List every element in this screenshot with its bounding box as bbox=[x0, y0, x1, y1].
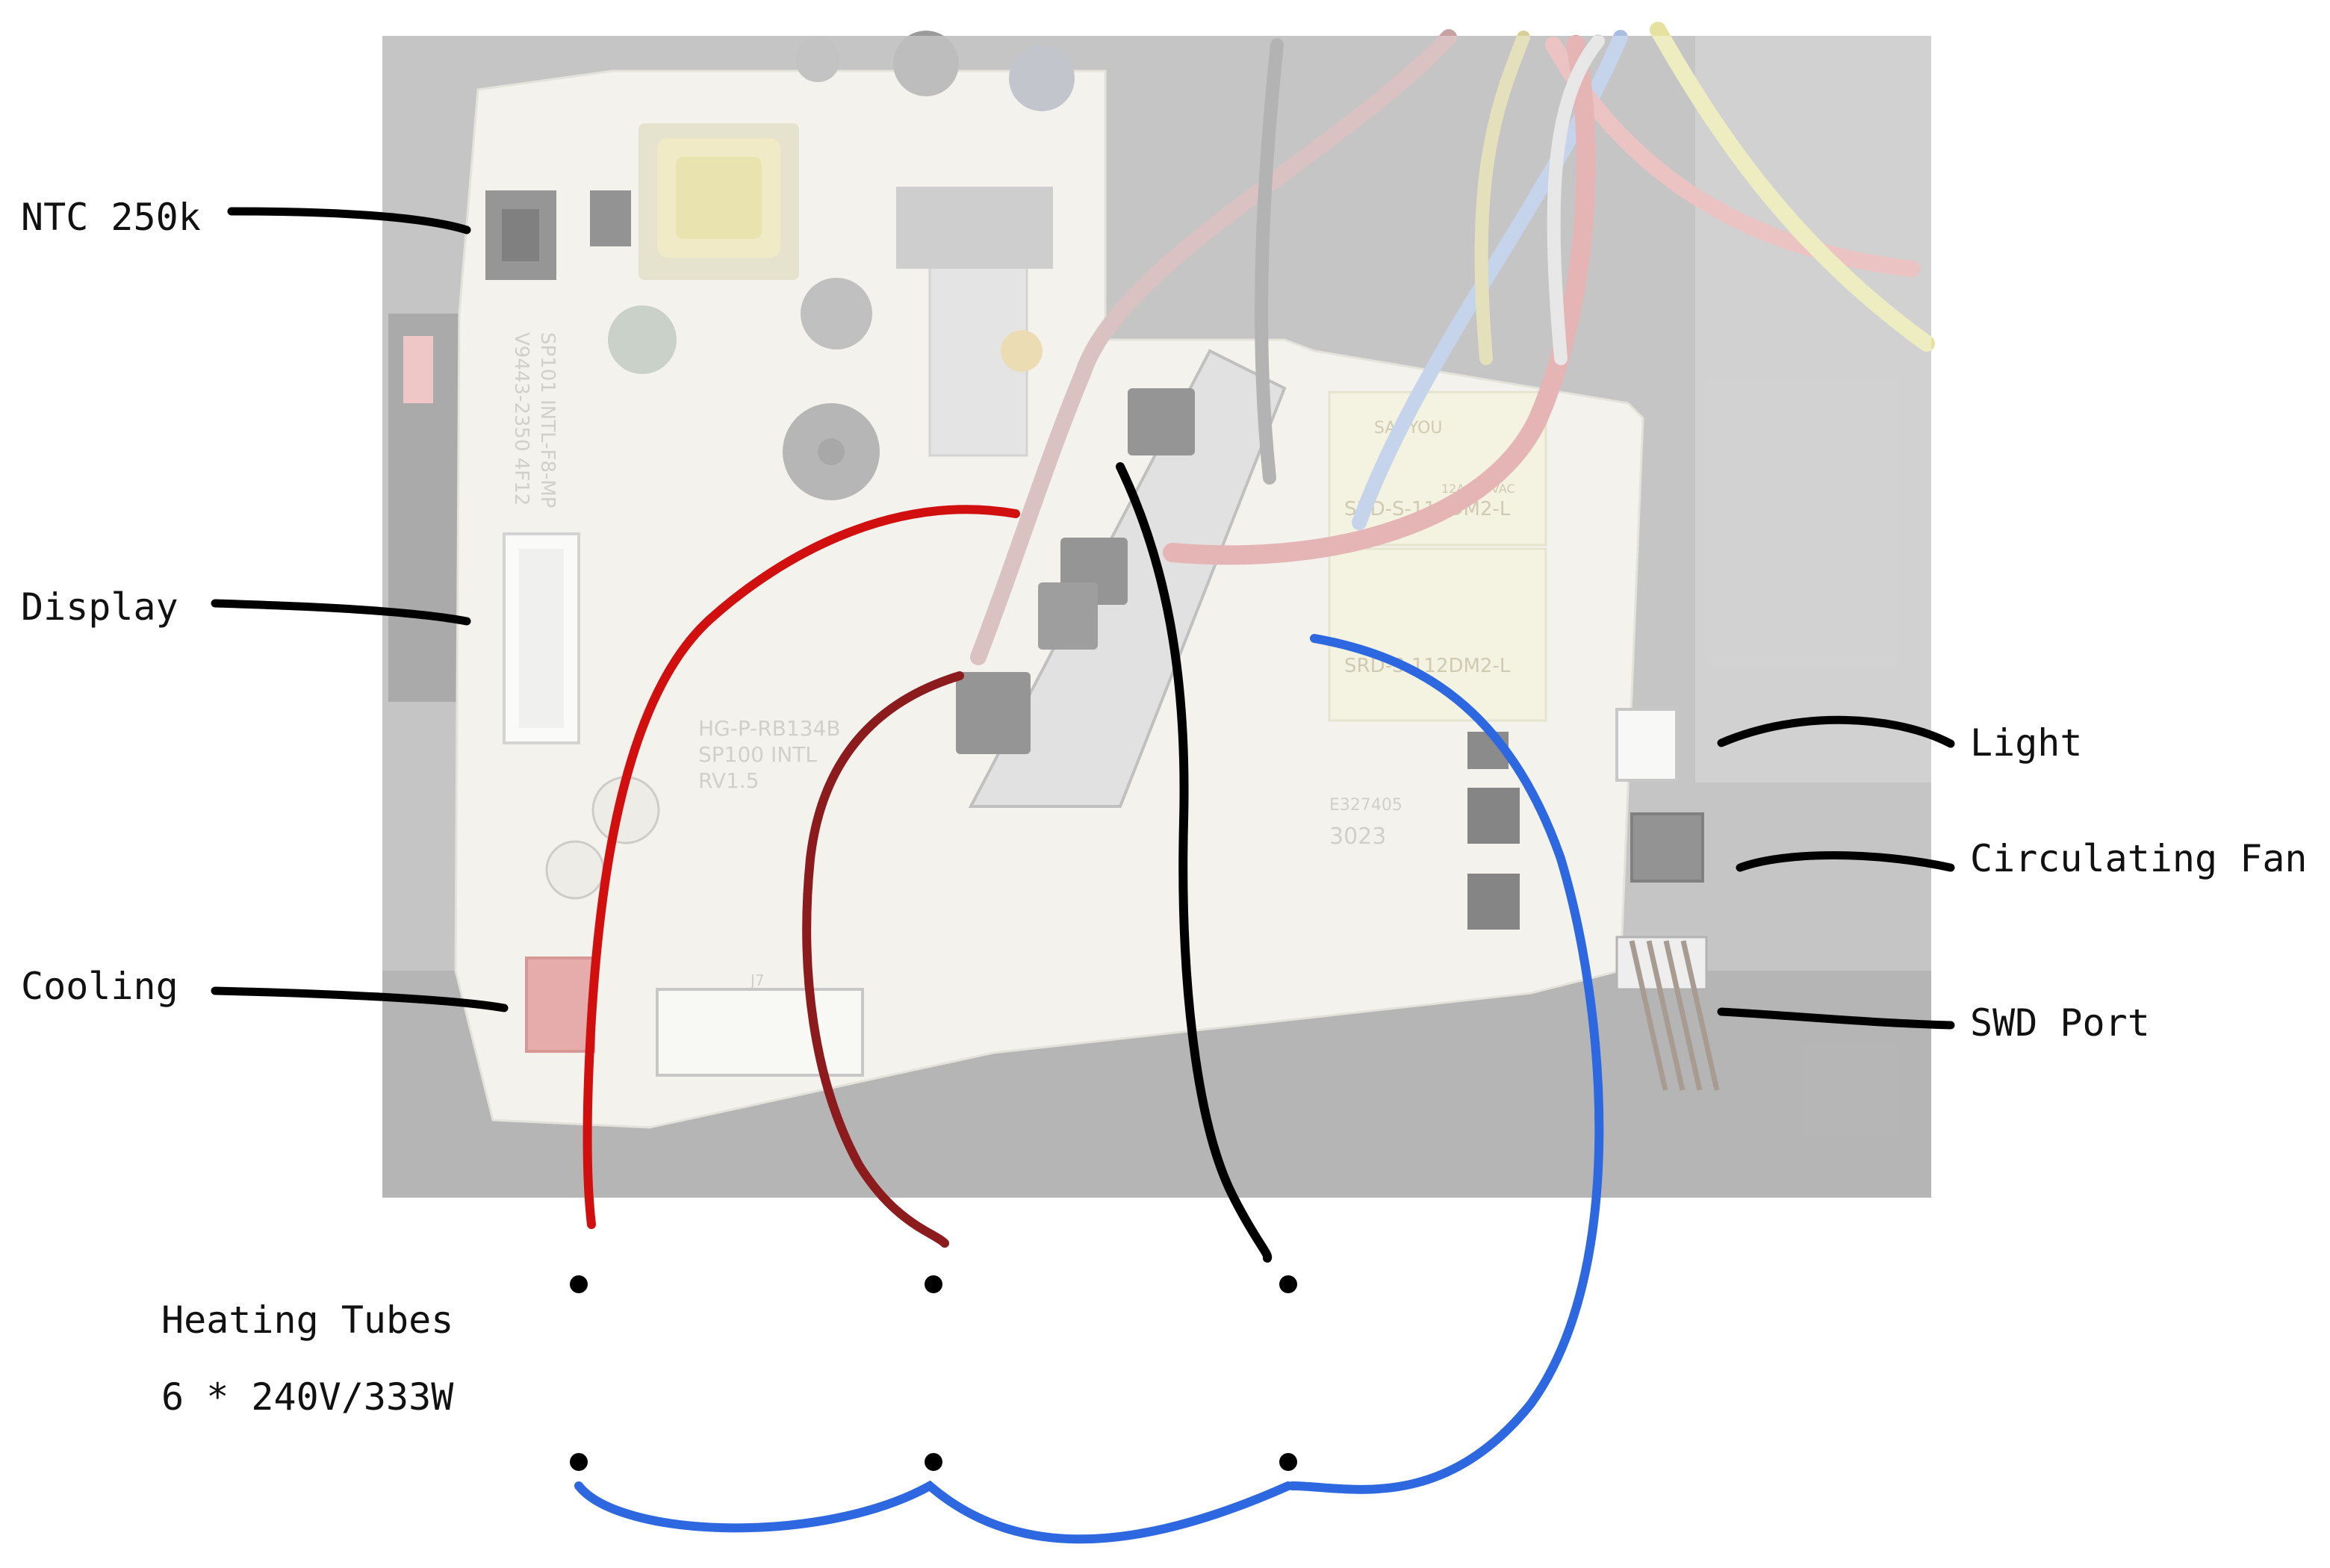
swd-lead-line bbox=[1717, 1007, 1955, 1030]
ntc-label: NTC 250k bbox=[21, 196, 201, 239]
j7-label-text: J7 bbox=[749, 971, 765, 989]
capacitor-e4 bbox=[801, 278, 872, 349]
ntc-connector-socket bbox=[502, 209, 539, 261]
display-label: Display bbox=[21, 585, 178, 629]
photo-wires bbox=[970, 22, 1935, 665]
terminal-top-1 bbox=[570, 1275, 588, 1293]
red-wire bbox=[582, 505, 1020, 1229]
transformer bbox=[639, 123, 799, 280]
board-revision-text: RV1.5 bbox=[698, 768, 759, 793]
date-code-text: 3023 bbox=[1329, 824, 1386, 850]
black-wire bbox=[1116, 462, 1273, 1263]
j7-connector bbox=[656, 988, 864, 1077]
terminal-bottom-3 bbox=[1279, 1453, 1297, 1471]
ntc-lead-line bbox=[227, 207, 471, 234]
buzzer-hole bbox=[818, 438, 845, 465]
terminals bbox=[570, 1275, 1297, 1471]
capacitor-e2 bbox=[1009, 46, 1075, 111]
ic-u3 bbox=[1467, 788, 1520, 844]
cooling-lead-line bbox=[211, 986, 509, 1012]
cooling-label: Cooling bbox=[21, 965, 178, 1008]
relay2-model-text: SRD-S-112DM2-L bbox=[1344, 655, 1511, 677]
display-connector-pins bbox=[519, 549, 564, 728]
terminal-bottom-1 bbox=[570, 1453, 588, 1471]
ul-code-text: E327405 bbox=[1329, 796, 1402, 815]
capacitor-e1 bbox=[893, 31, 959, 96]
display-lead-line bbox=[211, 599, 471, 626]
triacs bbox=[956, 388, 1195, 754]
fuse-clip bbox=[896, 187, 1053, 269]
blue-wire bbox=[1287, 634, 1604, 1494]
light-lead-line bbox=[1717, 715, 1955, 748]
fan-lead-line bbox=[1736, 851, 1955, 872]
photo-fade-overlay bbox=[382, 36, 1931, 1198]
blue-jumper-wire bbox=[574, 1480, 1293, 1544]
light-label: Light bbox=[1970, 721, 2083, 765]
darkred-wire bbox=[802, 671, 964, 1248]
board-model-text: HG-P-RB134B bbox=[698, 716, 841, 741]
terminal-top-2 bbox=[925, 1275, 942, 1293]
board-photo: SANYOU SRD-S-112DM2-L 12A 277VAC SRD-S-1… bbox=[382, 22, 1935, 1198]
lead-lines bbox=[211, 207, 1955, 1030]
fan-connector bbox=[1630, 812, 1704, 883]
capacitor-e5 bbox=[795, 37, 840, 82]
cooling-connector bbox=[525, 956, 595, 1053]
light-connector bbox=[1615, 708, 1678, 782]
red-plug bbox=[403, 336, 433, 403]
transistor-ntc bbox=[590, 190, 631, 246]
heating-spec-label: 6 * 240V/333W bbox=[161, 1375, 454, 1419]
heating-title-label: Heating Tubes bbox=[161, 1298, 453, 1342]
terminal-bottom-2 bbox=[925, 1453, 942, 1471]
relay-2 bbox=[1328, 547, 1547, 722]
ic-u4 bbox=[1467, 874, 1520, 930]
heating-wires bbox=[574, 462, 1604, 1544]
swd-label: SWD Port bbox=[1970, 1001, 2150, 1045]
side-marking-text: SP101 INTL-F8-MP bbox=[536, 332, 559, 508]
x-capacitor bbox=[1001, 330, 1043, 372]
swd-pins bbox=[1629, 940, 1720, 1091]
board-series-text: SP100 INTL bbox=[698, 742, 817, 767]
part-number-text: V9443-2350 4F12 bbox=[510, 332, 532, 505]
terminal-top-3 bbox=[1279, 1275, 1297, 1293]
fan-label: Circulating Fan bbox=[1970, 837, 2308, 880]
capacitor-e3 bbox=[608, 305, 677, 374]
